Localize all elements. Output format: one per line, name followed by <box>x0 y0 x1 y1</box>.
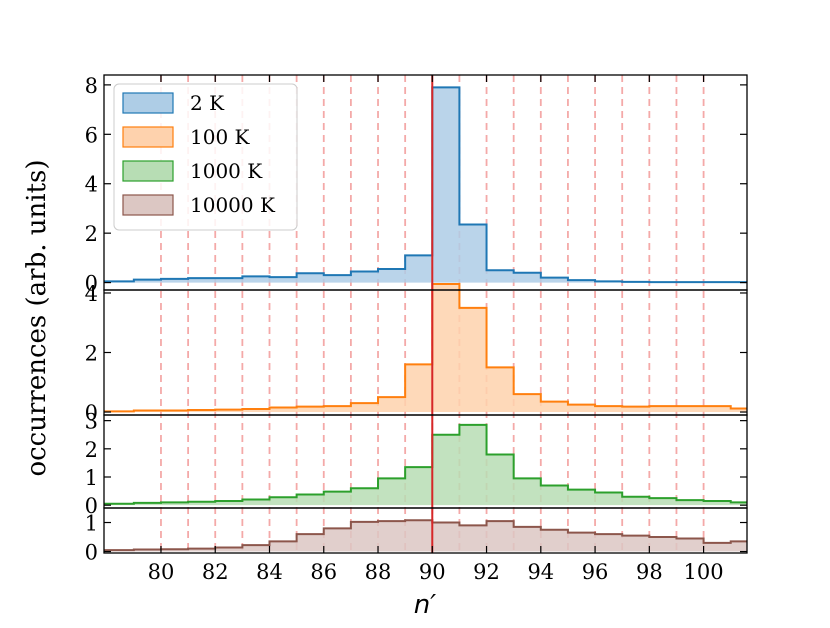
x-tick-label: 84 <box>256 560 283 584</box>
x-tick-label: 92 <box>473 560 500 584</box>
x-tick-label: 88 <box>365 560 392 584</box>
panel-3 <box>104 423 747 506</box>
panel-2 <box>104 283 747 413</box>
series-area <box>104 284 747 413</box>
y-tick-label: 4 <box>85 282 98 306</box>
y-axis-label: occurrences (arb. units) <box>22 159 52 476</box>
panel-frame <box>103 507 748 554</box>
y-tick-label: 0 <box>85 401 98 425</box>
series-step-line <box>104 86 747 284</box>
x-tick-label: 90 <box>419 560 446 584</box>
y-tick-label: 0 <box>85 272 98 296</box>
y-tick-label: 2 <box>85 222 98 246</box>
panel-4 <box>104 519 747 552</box>
legend-swatch <box>122 126 174 148</box>
legend: 2 K 100 K 1000 K 10000 K <box>113 83 298 231</box>
x-axis-label: n′ <box>414 590 436 620</box>
y-tick-label: 2 <box>85 438 98 462</box>
series-area <box>104 424 747 506</box>
y-tick-label: 8 <box>85 74 98 98</box>
y-tick-label: 1 <box>85 512 98 536</box>
x-tick-label: 100 <box>684 560 724 584</box>
x-tick-label: 80 <box>148 560 175 584</box>
legend-label: 100 K <box>190 125 251 149</box>
y-tick-label: 4 <box>85 173 98 197</box>
panel-1 <box>104 86 747 284</box>
y-tick-label: 0 <box>85 494 98 518</box>
x-tick-label: 86 <box>310 560 337 584</box>
legend-swatch <box>122 160 174 182</box>
y-tick-label: 0 <box>85 541 98 565</box>
legend-label: 1000 K <box>190 159 263 183</box>
x-tick-label: 98 <box>636 560 663 584</box>
legend-label: 2 K <box>190 91 225 115</box>
y-tick-label: 1 <box>85 466 98 490</box>
legend-swatch <box>122 92 174 114</box>
x-axis: 80 82 84 86 88 90 92 94 96 98 100 <box>148 75 724 584</box>
legend-box <box>113 83 298 231</box>
y-tick-label: 6 <box>85 123 98 147</box>
x-tick-label: 82 <box>202 560 229 584</box>
x-tick-label: 96 <box>582 560 609 584</box>
x-tick-label: 94 <box>527 560 554 584</box>
legend-swatch <box>122 194 174 216</box>
y-tick-label: 3 <box>85 410 98 434</box>
legend-label: 10000 K <box>190 193 276 217</box>
y-tick-label: 2 <box>85 342 98 366</box>
series-area <box>104 520 747 552</box>
